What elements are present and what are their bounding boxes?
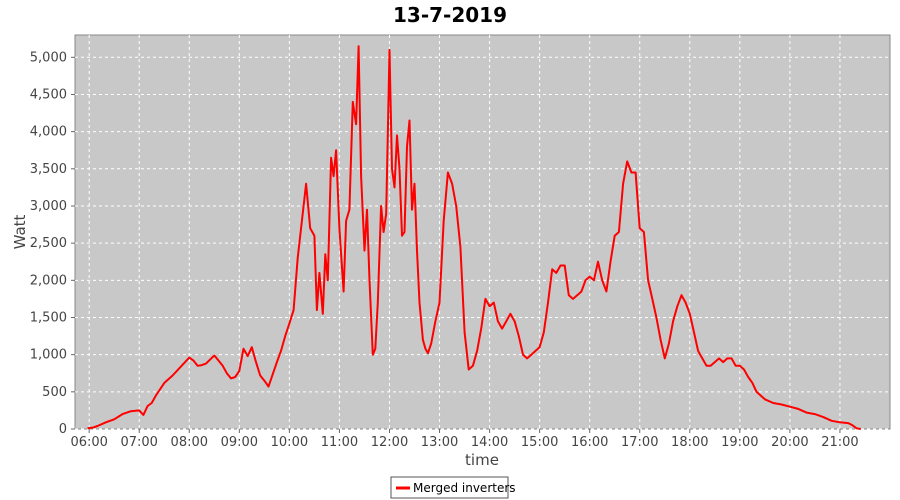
x-tick-label: 19:00 — [721, 435, 758, 450]
x-tick-label: 21:00 — [821, 435, 858, 450]
legend-label: Merged inverters — [413, 481, 516, 495]
legend: Merged inverters — [390, 476, 516, 499]
x-tick-label: 06:00 — [70, 435, 107, 450]
y-axis: 0 500 1,000 1,500 2,000 2,500 3,000 3,500 4,000 4… — [30, 50, 75, 437]
y-tick-label: 0 — [59, 422, 67, 437]
x-axis-title: time — [465, 451, 499, 469]
series-line-merged-inverters — [87, 45, 861, 430]
x-tick-label: 11:00 — [321, 435, 358, 450]
y-tick-label: 4,000 — [30, 125, 67, 140]
x-tick-label: 12:00 — [371, 435, 408, 450]
y-tick-label: 3,000 — [30, 199, 67, 214]
x-tick-label: 20:00 — [771, 435, 808, 450]
y-tick-label: 2,000 — [30, 273, 67, 288]
y-tick-label: 1,000 — [30, 348, 67, 363]
y-tick-label: 3,500 — [30, 162, 67, 177]
chart-title: 13-7-2019 — [393, 3, 507, 27]
y-tick-label: 4,500 — [30, 87, 67, 102]
y-tick-label: 500 — [42, 385, 67, 400]
x-tick-label: 18:00 — [671, 435, 708, 450]
x-tick-label: 13:00 — [421, 435, 458, 450]
y-tick-label: 2,500 — [30, 236, 67, 251]
x-tick-label: 10:00 — [271, 435, 308, 450]
grid-lines — [75, 35, 890, 430]
plot-area — [74, 34, 891, 430]
x-axis: 06:00 07:00 08:00 09:00 10:00 11:00 12:00 13:00… — [70, 429, 859, 450]
y-tick-label: 5,000 — [30, 50, 67, 65]
y-tick-label: 1,500 — [30, 310, 67, 325]
x-tick-label: 14:00 — [471, 435, 508, 450]
series-layer — [87, 45, 861, 430]
legend-box — [390, 476, 509, 499]
y-axis-title: Watt — [11, 214, 29, 249]
x-tick-label: 08:00 — [171, 435, 208, 450]
x-tick-label: 09:00 — [221, 435, 258, 450]
x-tick-label: 15:00 — [521, 435, 558, 450]
x-tick-label: 07:00 — [120, 435, 157, 450]
x-tick-label: 17:00 — [621, 435, 658, 450]
x-tick-label: 16:00 — [571, 435, 608, 450]
